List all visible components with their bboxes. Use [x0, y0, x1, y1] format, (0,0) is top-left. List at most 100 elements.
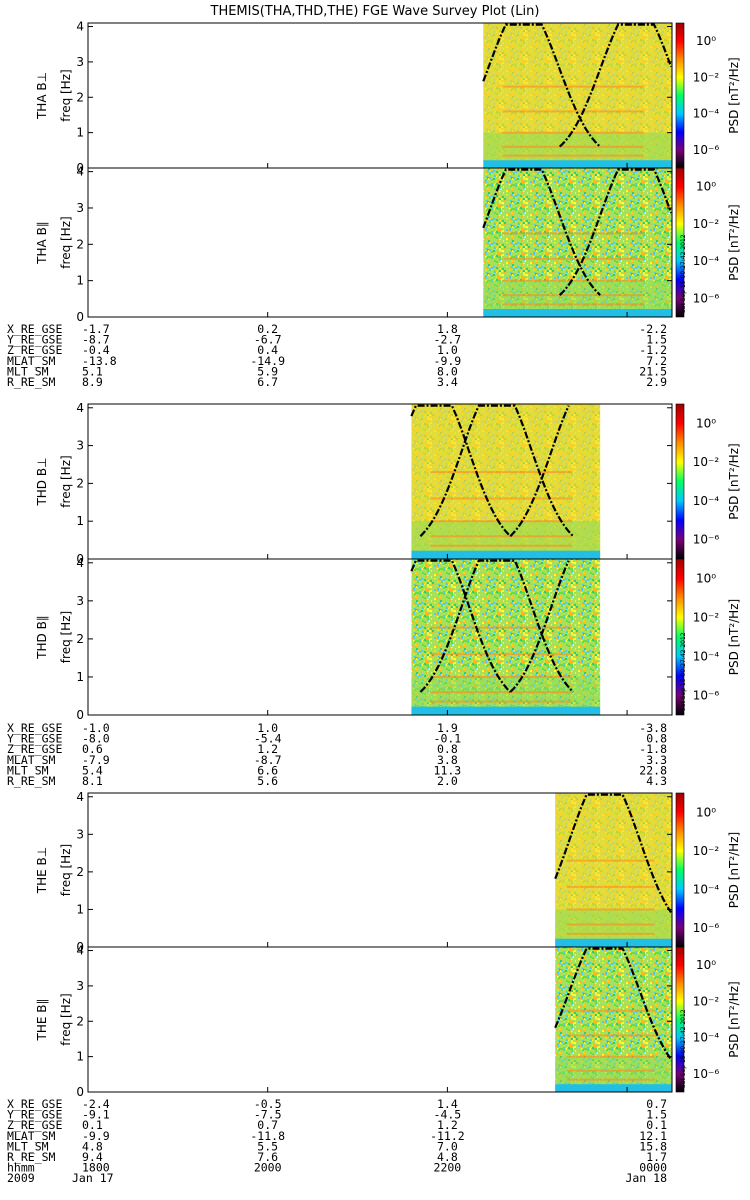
time-tick-label: 0000	[639, 1161, 667, 1175]
noise-floor-band	[411, 706, 601, 715]
ephemeris-value: 15.8	[639, 1139, 667, 1153]
y-tick-label: 1	[76, 274, 84, 288]
noise-floor-band	[555, 938, 672, 947]
y-tick-label: 4	[76, 944, 84, 958]
colorbar-tick-label: 10⁻⁴	[693, 107, 720, 121]
ephemeris-value: 0.6	[82, 742, 103, 756]
ephemeris-value: 4.3	[646, 774, 667, 788]
spectral-line	[566, 1034, 655, 1037]
ephemeris-name: Z_RE_GSE	[7, 742, 62, 756]
y-tick-label: 3	[76, 439, 84, 453]
ephemeris-table-thd: X_RE_GSE -1.0 1.0 1.9 -3.8 Y_RE_GSE -8.0 -5.4 -0…	[7, 721, 667, 788]
colorbar-label: PSD [nT²/Hz]	[727, 599, 741, 675]
ephemeris-value: -8.7	[82, 333, 110, 347]
gyro-frequency-curve-2	[509, 560, 570, 693]
plot-title: THEMIS(THA,THD,THE) FGE Wave Survey Plot…	[210, 4, 540, 19]
timestamp-stamp: Sat Sep 15 00:27:42 2012	[680, 234, 687, 313]
gyro-frequency-curve-1	[419, 404, 574, 537]
ephemeris-value: 8.9	[82, 375, 103, 389]
ephemeris-table-the: X_RE_GSE -2.4 -0.5 1.4 0.7 Y_RE_GSE -9.1 -7.5 -4…	[7, 1097, 667, 1164]
ephemeris-value: -1.2	[639, 343, 667, 357]
y-tick-label: 0	[76, 161, 84, 175]
spectrogram-panel-0-1: 0 1 2 3 4 THA B∥ freq [Hz] 10⁰ 10⁻² 10⁻⁴ 10⁻⁶ PSD […	[35, 165, 741, 324]
ephemeris-name: R_RE_SM	[7, 774, 56, 788]
ephemeris-value: 1.5	[646, 1108, 667, 1122]
colorbar	[675, 946, 685, 1093]
y-tick-label: 1	[76, 902, 84, 916]
time-tick-label: 2200	[434, 1161, 462, 1175]
spectral-line	[502, 110, 644, 113]
ephemeris-value: 1.9	[437, 721, 458, 735]
spectral-line	[502, 232, 644, 235]
colorbar-tick-label: 10⁻²	[693, 844, 720, 858]
ephemeris-name: R_RE_SM	[7, 1150, 56, 1164]
colorbar-label: PSD [nT²/Hz]	[727, 443, 741, 519]
gyro-frequency-curve-1	[558, 23, 673, 148]
spectrogram-panel-1-0: 0 1 2 3 4 THD B⊥ freq [Hz] 10⁰ 10⁻² 10⁻⁴ 10⁻⁶ PSD […	[35, 401, 741, 566]
ephemeris-value: 0.8	[437, 742, 458, 756]
colorbar-tick-label: 10⁻⁶	[693, 1067, 720, 1081]
noise-floor-band	[411, 550, 601, 559]
gyro-frequency-curve-1	[558, 168, 673, 296]
spectral-line	[430, 653, 572, 656]
y-tick-label: 3	[76, 979, 84, 993]
ephemeris-value: 2.0	[437, 774, 458, 788]
y-tick-label: 1	[76, 670, 84, 684]
ephemeris-value: -1.0	[82, 721, 110, 735]
spectral-line	[502, 85, 644, 88]
noise-floor-band	[483, 160, 672, 168]
ephemeris-layer: X_RE_GSE -1.7 0.2 1.8 -2.2 Y_RE_GSE -8.7 -6.7 -2…	[7, 322, 667, 1185]
ephemeris-value: 5.1	[82, 364, 103, 378]
y-tick-label: 3	[76, 827, 84, 841]
spectral-line	[430, 675, 572, 678]
ephemeris-value: 1.2	[257, 742, 278, 756]
ephemeris-value: 7.2	[646, 354, 667, 368]
spectral-line	[430, 535, 572, 538]
freq-axis-label: freq [Hz]	[59, 455, 73, 507]
ephemeris-value: 5.5	[257, 1139, 278, 1153]
gyro-frequency-curve-0	[482, 168, 601, 296]
y-tick-label: 2	[76, 632, 84, 646]
panel-frame	[87, 558, 673, 716]
ephemeris-value: 6.6	[257, 763, 278, 777]
spectral-line	[566, 932, 655, 935]
colorbar	[675, 403, 685, 560]
spectral-line	[502, 257, 644, 260]
spectral-line	[502, 294, 644, 297]
spectral-line	[566, 859, 655, 862]
y-tick-label: 3	[76, 594, 84, 608]
spectral-line	[566, 1069, 655, 1072]
colorbar-tick-label: 10⁻⁶	[693, 921, 720, 935]
ephemeris-value: -11.8	[250, 1129, 285, 1143]
ephemeris-value: 8.0	[437, 364, 458, 378]
panel-label: THD B⊥	[35, 457, 49, 506]
y-tick-label: 3	[76, 201, 84, 215]
panel-label: THE B∥	[35, 999, 49, 1042]
y-tick-label: 0	[76, 1085, 84, 1099]
colorbar	[675, 792, 685, 948]
spectral-line	[430, 544, 572, 547]
ephemeris-value: 0.7	[257, 1118, 278, 1132]
ephemeris-value: 0.4	[257, 343, 278, 357]
y-tick-label: 2	[76, 237, 84, 251]
spectral-line	[566, 923, 655, 926]
ephemeris-value: -6.7	[254, 333, 282, 347]
y-tick-label: 0	[76, 310, 84, 324]
ephemeris-value: -9.9	[82, 1129, 110, 1143]
ephemeris-value: -2.4	[82, 1097, 110, 1111]
time-axis-labels: hhmm 1800 2000 2200 0000 2009 Jan 17 Jan 18	[7, 1161, 667, 1186]
ephemeris-value: 1.8	[437, 322, 458, 336]
ephemeris-value: -9.9	[434, 354, 462, 368]
spectral-line	[566, 1055, 655, 1058]
spectral-line	[566, 908, 655, 911]
ephemeris-value: -1.8	[639, 742, 667, 756]
ephemeris-value: 8.1	[82, 774, 103, 788]
colorbar	[675, 167, 685, 318]
y-tick-label: 4	[76, 790, 84, 804]
colorbar	[675, 22, 685, 169]
spectral-line	[566, 885, 655, 888]
y-tick-label: 2	[76, 476, 84, 490]
spectral-line	[502, 145, 644, 148]
ephemeris-value: -0.5	[254, 1097, 282, 1111]
date-label-start: Jan 17	[72, 1171, 114, 1185]
